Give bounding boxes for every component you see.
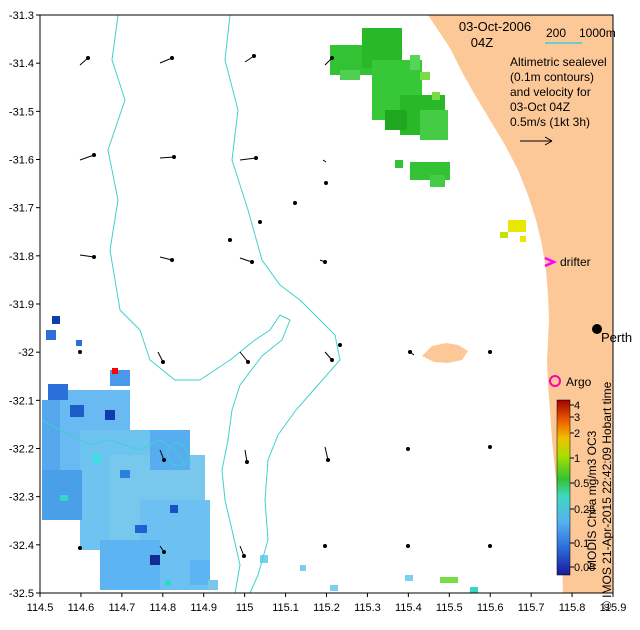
y-tick-label: -32.4 xyxy=(9,540,34,552)
drifter-marker-icon xyxy=(544,256,558,268)
x-tick-label: 115.1 xyxy=(272,602,299,614)
credit-text: © IMOS 21-Apr-2015 22:42:09 Hobart time xyxy=(600,381,614,610)
desc-line-1: Altimetric sealevel xyxy=(510,55,607,69)
desc-line-3: and velocity for xyxy=(510,85,591,99)
colorbar: 43 2 1 0.5 0.25 0.1 0.05 xyxy=(556,399,595,576)
map-time: 04Z xyxy=(471,35,493,50)
y-tick-label: -31.4 xyxy=(9,58,34,70)
bathymetry-contours xyxy=(41,14,341,594)
colorbar-tick-label: 0.25 xyxy=(574,504,595,516)
x-tick-label: 115.6 xyxy=(477,602,504,614)
y-tick-label: -32.2 xyxy=(9,444,34,456)
x-tick-label: 114.8 xyxy=(149,602,176,614)
chlorophyll-pixels xyxy=(42,28,526,593)
x-tick-label: 115.9 xyxy=(600,602,627,614)
x-tick-label: 114.9 xyxy=(190,602,217,614)
colorbar-title: MODIS Chl-a mg/m3 OC3 xyxy=(585,430,599,570)
colorbar-tick-label: 0.1 xyxy=(574,538,589,550)
y-tick-label: -32 xyxy=(18,347,34,359)
rottnest-island xyxy=(422,343,468,363)
colorbar-tick-label: 0.5 xyxy=(574,478,589,490)
y-axis: -31.3 -31.4 -31.5 -31.6 -31.7 -31.8 -31.9 -32 -3… xyxy=(9,10,40,600)
y-tick-label: -31.5 xyxy=(9,106,34,118)
scale-arrow-icon xyxy=(520,136,553,146)
argo-label: Argo xyxy=(566,375,592,389)
y-tick-label: -31.9 xyxy=(9,299,34,311)
x-tick-label: 114.7 xyxy=(108,602,135,614)
x-tick-label: 115.8 xyxy=(559,602,586,614)
x-tick-label: 115.7 xyxy=(518,602,545,614)
x-axis: 114.5 114.6 114.7 114.8 114.9 115 115.1 115.2 11… xyxy=(27,593,627,614)
y-tick-label: -31.3 xyxy=(9,10,34,22)
x-tick-label: 115.2 xyxy=(313,602,340,614)
x-tick-label: 115.3 xyxy=(354,602,381,614)
x-tick-label: 114.5 xyxy=(27,602,54,614)
velocity-arrows xyxy=(78,54,492,558)
y-tick-label: -32.3 xyxy=(9,492,34,504)
y-tick-label: -32.5 xyxy=(9,588,34,600)
contour-1000m xyxy=(107,14,291,594)
y-tick-label: -31.6 xyxy=(9,155,34,167)
y-tick-label: -31.8 xyxy=(9,251,34,263)
y-tick-label: -31.7 xyxy=(9,203,34,215)
colorbar-tick-label: 1 xyxy=(574,453,580,465)
colorbar-tick-label: 3 xyxy=(574,412,580,424)
y-tick-label: -32.1 xyxy=(9,395,34,407)
bathy-legend-1000: 1000m xyxy=(579,26,616,40)
colorbar-tick-label: 2 xyxy=(574,428,580,440)
colorbar-scale xyxy=(556,399,571,576)
desc-line-4: 03-Oct 04Z xyxy=(510,100,570,114)
contour-shelf xyxy=(41,419,186,466)
x-tick-label: 114.6 xyxy=(68,602,95,614)
x-tick-label: 115 xyxy=(236,602,254,614)
colorbar-tick-label: 4 xyxy=(574,400,580,412)
desc-line-5: 0.5m/s (1kt 3h) xyxy=(510,115,590,129)
perth-label: Perth xyxy=(601,330,632,345)
bathy-legend-200: 200 xyxy=(546,26,566,40)
contour-seamount xyxy=(165,441,191,467)
contour-200m xyxy=(224,14,341,594)
desc-line-2: (0.1m contours) xyxy=(510,70,594,84)
argo-marker-icon xyxy=(549,375,561,387)
x-tick-label: 115.5 xyxy=(436,602,463,614)
drifter-label: drifter xyxy=(560,255,591,269)
x-tick-label: 115.4 xyxy=(395,602,422,614)
map-date: 03-Oct-2006 xyxy=(459,19,531,34)
colorbar-tick-label: 0.05 xyxy=(574,562,595,574)
perth-marker xyxy=(592,324,602,334)
